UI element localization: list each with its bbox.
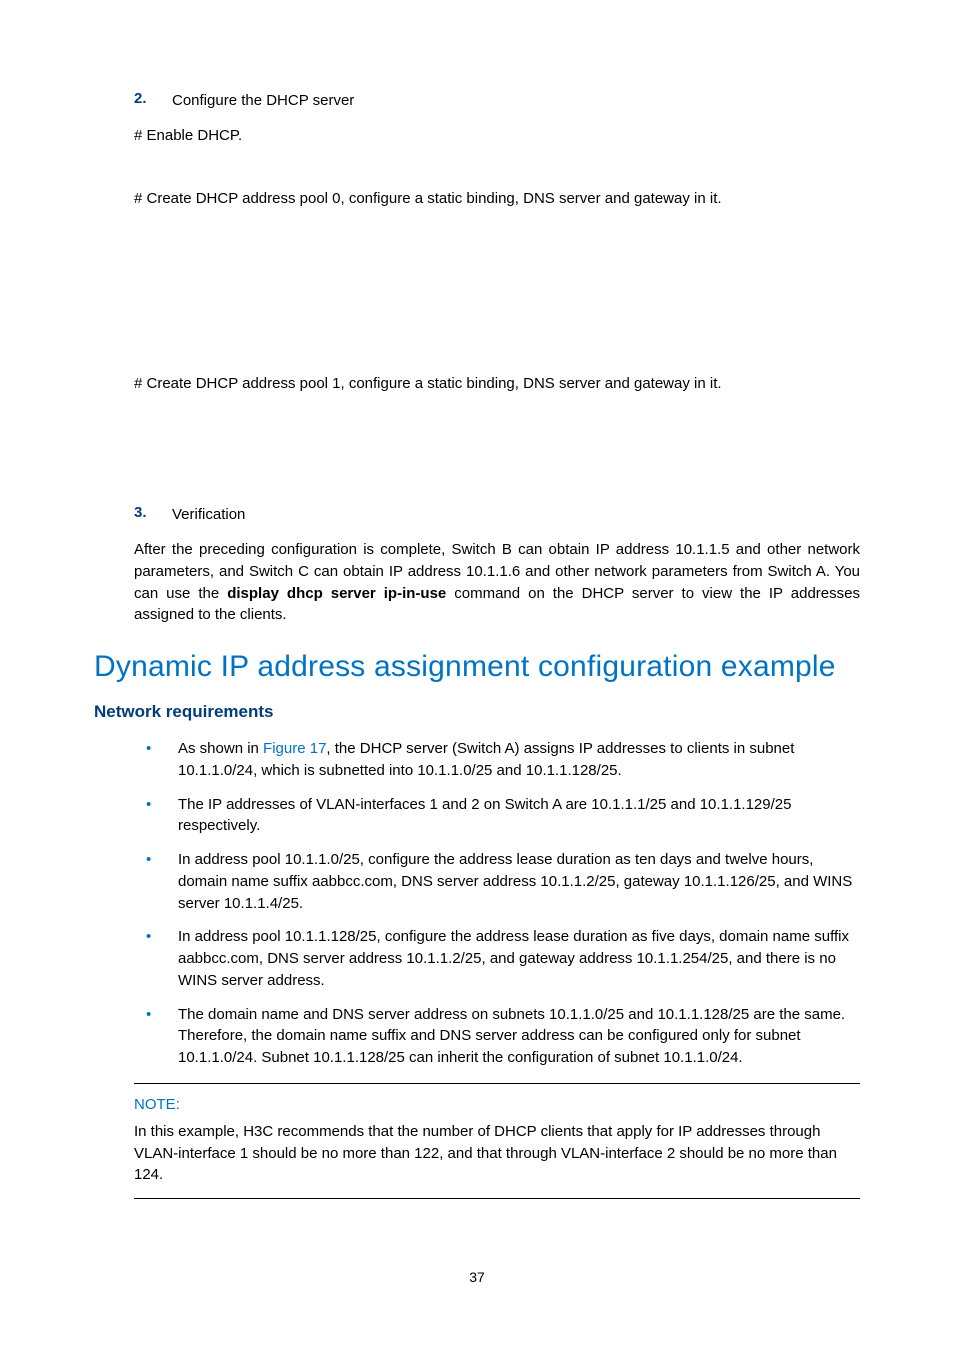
subheading-network-requirements: Network requirements [94,702,860,722]
spacer [94,160,860,188]
step-2-number: 2. [134,90,172,111]
list-item: The IP addresses of VLAN-interfaces 1 an… [146,794,860,838]
step-3: 3. Verification [134,504,860,525]
list-item: The domain name and DNS server address o… [146,1004,860,1069]
page-number: 37 [94,1269,860,1285]
spacer [94,408,860,504]
step-2-text: Configure the DHCP server [172,90,354,111]
requirements-list: As shown in Figure 17, the DHCP server (… [146,738,860,1069]
create-pool-1: # Create DHCP address pool 1, configure … [134,373,860,394]
enable-dhcp-line: # Enable DHCP. [134,125,860,146]
create-pool-0: # Create DHCP address pool 0, configure … [134,188,860,209]
step-3-number: 3. [134,504,172,525]
note-text: In this example, H3C recommends that the… [134,1121,860,1186]
document-page: 2. Configure the DHCP server # Enable DH… [0,0,954,1345]
figure-17-link[interactable]: Figure 17 [263,740,326,757]
list-item: As shown in Figure 17, the DHCP server (… [146,738,860,782]
bullet-1-pre: As shown in [178,740,263,757]
step-2: 2. Configure the DHCP server [134,90,860,111]
spacer [94,223,860,373]
list-item: In address pool 10.1.1.0/25, configure t… [146,849,860,914]
section-heading-dynamic-ip: Dynamic IP address assignment configurat… [94,650,860,684]
verif-command: display dhcp server ip-in-use [227,585,446,602]
step-3-text: Verification [172,504,245,525]
note-box: NOTE: In this example, H3C recommends th… [134,1083,860,1199]
verification-paragraph: After the preceding configuration is com… [134,539,860,626]
note-label: NOTE: [134,1096,860,1113]
list-item: In address pool 10.1.1.128/25, configure… [146,926,860,991]
